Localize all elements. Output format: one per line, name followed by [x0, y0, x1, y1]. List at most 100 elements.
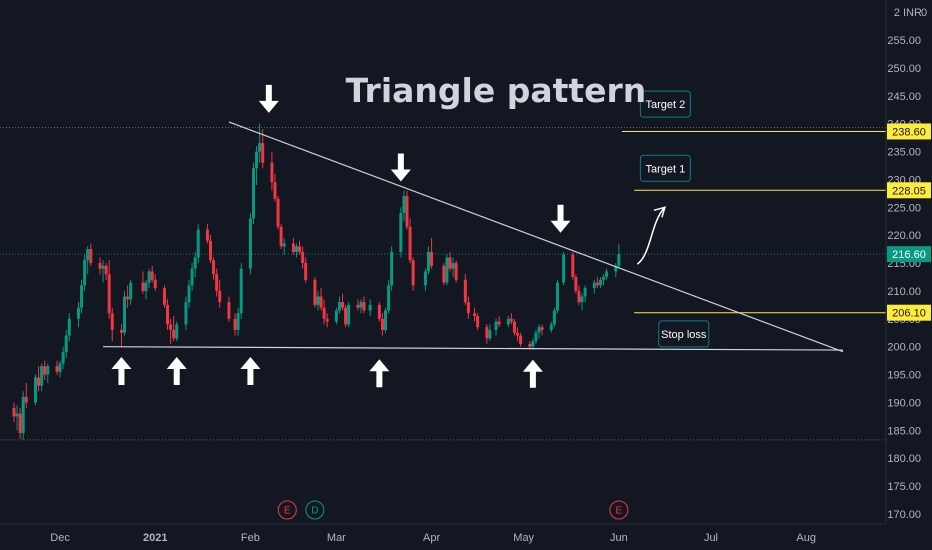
- candle-body: [251, 168, 255, 219]
- event-marker-icon: [609, 500, 629, 520]
- candle-body: [497, 321, 501, 325]
- candle-body: [377, 304, 381, 319]
- svg-text:INR: INR: [903, 7, 922, 19]
- last-price-label: 216.60: [892, 249, 926, 261]
- x-tick-label: Feb: [241, 532, 260, 544]
- x-tick-label: 2021: [143, 532, 167, 544]
- candle-body: [411, 260, 415, 286]
- candle-body: [270, 162, 274, 183]
- candle-body: [196, 229, 200, 258]
- candle-body: [313, 279, 317, 305]
- up-arrow-icon: [111, 357, 132, 386]
- candle-body: [298, 246, 302, 252]
- candle-body: [583, 288, 587, 297]
- candle-body: [147, 271, 151, 283]
- axes: 170.00 175.00 180.00 185.00 190.00 195.00 200.…: [50, 35, 921, 544]
- candle-body: [512, 321, 516, 333]
- candle-body: [150, 271, 154, 280]
- y-tick-label: 190.00: [887, 397, 921, 409]
- candle-body: [552, 310, 556, 325]
- candle-body: [476, 316, 480, 328]
- callout-box: [658, 320, 710, 348]
- candle-body: [110, 313, 114, 330]
- candle-body: [356, 304, 360, 308]
- candle-body: [549, 324, 553, 330]
- svg-text:0: 0: [921, 7, 927, 19]
- candle-body: [80, 285, 84, 308]
- candle-body: [215, 274, 219, 291]
- candle-body: [46, 366, 50, 375]
- candle-body: [184, 302, 188, 325]
- candle-body: [301, 251, 305, 264]
- candle-body: [555, 282, 559, 311]
- candle-body: [24, 396, 28, 403]
- candle-body: [107, 274, 111, 314]
- y-tick-label: 220.00: [887, 230, 921, 242]
- candle-body: [86, 249, 90, 261]
- callout-box: [639, 154, 691, 182]
- candle-body: [494, 321, 498, 330]
- candle-body: [104, 265, 108, 275]
- candle-body: [33, 377, 37, 403]
- candle-body: [580, 296, 584, 303]
- candle-body: [359, 302, 363, 308]
- candle-body: [239, 268, 243, 314]
- y-tick-label: 235.00: [887, 147, 921, 159]
- candle-body: [141, 282, 145, 291]
- candle-body: [187, 285, 191, 303]
- candle-body: [531, 341, 535, 347]
- y-tick-label: 195.00: [887, 370, 921, 382]
- candle-body: [261, 143, 265, 163]
- y-tick-label: 185.00: [887, 425, 921, 437]
- callout-label: Target 2: [645, 99, 685, 111]
- x-tick-label: Jun: [610, 532, 628, 544]
- candle-body: [255, 151, 259, 169]
- price-badge-label: 238.60: [892, 126, 926, 138]
- candle-body: [537, 327, 541, 333]
- candle-body: [162, 288, 166, 305]
- candle-body: [562, 254, 566, 283]
- price-badge-label: 228.05: [892, 185, 926, 197]
- candle-body: [592, 282, 596, 289]
- breakout-arrow: [636, 206, 666, 265]
- candle-body: [172, 329, 176, 339]
- candle-body: [528, 343, 532, 347]
- candle-body: [209, 240, 213, 261]
- up-arrow-icon: [369, 359, 390, 388]
- candle-body: [43, 366, 47, 375]
- candle-body: [448, 257, 452, 269]
- candle-body: [294, 246, 298, 252]
- candle-body: [598, 279, 602, 286]
- y-tick-label: 255.00: [887, 35, 921, 47]
- y-tick-label: 175.00: [887, 481, 921, 493]
- candle-body: [387, 285, 391, 311]
- candle-body: [442, 265, 446, 283]
- y-tick-label: 170.00: [887, 509, 921, 521]
- candle-body: [325, 318, 329, 322]
- candle-body: [485, 327, 489, 339]
- candle-body: [454, 263, 458, 280]
- x-tick-label: Apr: [423, 532, 440, 544]
- candle-body: [83, 260, 87, 286]
- candle-body: [58, 363, 62, 372]
- candle-body: [347, 304, 351, 325]
- candle-body: [101, 265, 105, 269]
- candle-body: [123, 296, 127, 333]
- price-badge-label: 206.10: [892, 308, 926, 320]
- down-arrow-icon: [550, 204, 571, 233]
- candle-body: [175, 324, 179, 339]
- candle-body: [248, 218, 252, 269]
- candle-body: [451, 263, 455, 269]
- candle-body: [193, 257, 197, 269]
- candle-body: [129, 282, 133, 300]
- candle-body: [227, 302, 231, 319]
- candle-body: [166, 304, 170, 325]
- candle-body: [12, 408, 16, 417]
- candle-body: [205, 229, 209, 241]
- up-arrow-icon: [522, 359, 543, 388]
- candle-body: [153, 279, 157, 289]
- price-badge: [887, 182, 931, 199]
- candle-body: [55, 366, 59, 372]
- candle-body: [144, 282, 148, 291]
